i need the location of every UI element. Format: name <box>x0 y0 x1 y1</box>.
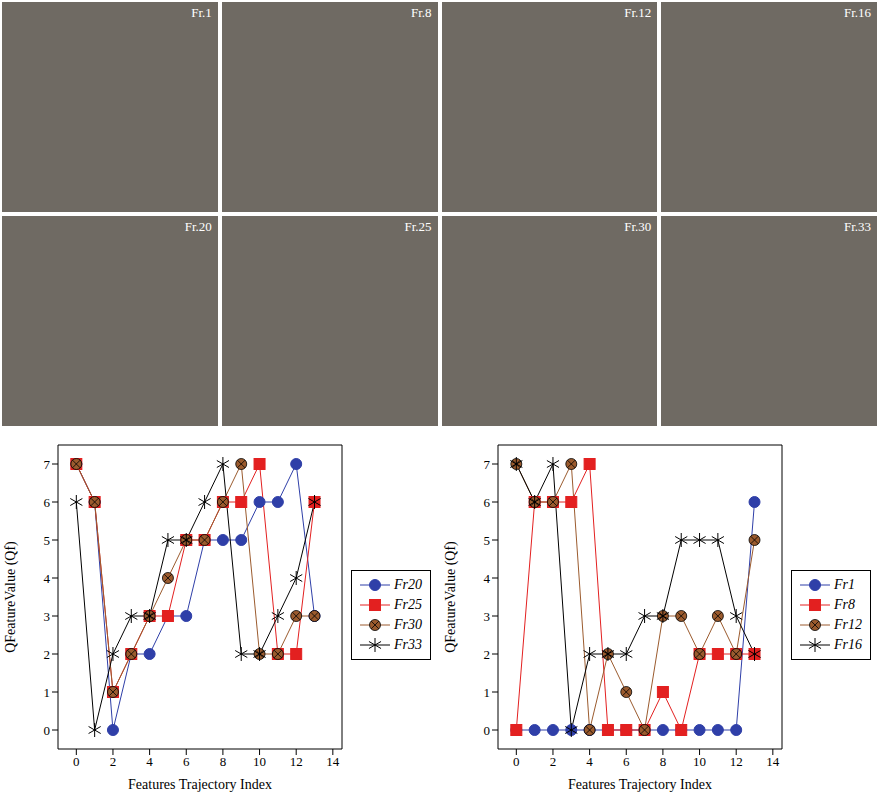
html-text:Fr25: Fr25 <box>394 597 422 612</box>
html-text:Fr.1: Fr.1 <box>191 5 212 20</box>
svg-text:1: 1 <box>44 685 51 700</box>
svg-text:1: 1 <box>484 685 491 700</box>
html-text:Fr30: Fr30 <box>394 617 422 632</box>
svg-text:12: 12 <box>730 754 743 769</box>
html-text:Fr16: Fr16 <box>834 637 862 652</box>
svg-text:4: 4 <box>484 571 491 586</box>
svg-text:4: 4 <box>586 754 593 769</box>
svg-text:3: 3 <box>484 609 491 624</box>
svg-text:8: 8 <box>220 754 227 769</box>
svg-text:12: 12 <box>290 754 303 769</box>
svg-text:8: 8 <box>660 754 667 769</box>
svg-text:2: 2 <box>550 754 557 769</box>
svg-text:7: 7 <box>44 457 51 472</box>
html-text:Fr.25: Fr.25 <box>404 219 432 234</box>
svg-text:0: 0 <box>513 754 520 769</box>
svg-text:Features Trajectory Index: Features Trajectory Index <box>568 777 712 792</box>
svg-text:7: 7 <box>484 457 491 472</box>
svg-text:4: 4 <box>146 754 153 769</box>
html-text:Fr1: Fr1 <box>834 577 855 592</box>
html-text:Fr.33: Fr.33 <box>843 219 871 234</box>
svg-text:0: 0 <box>73 754 80 769</box>
html-text:Fr.8: Fr.8 <box>410 5 432 20</box>
html-text:Fr12: Fr12 <box>834 617 862 632</box>
svg-text:10: 10 <box>693 754 706 769</box>
html-text:Fr.20: Fr.20 <box>184 219 212 234</box>
svg-text:0: 0 <box>484 723 491 738</box>
svg-text:0: 0 <box>44 723 51 738</box>
svg-text:14: 14 <box>326 754 340 769</box>
svg-text:QFeatureValue (Qf): QFeatureValue (Qf) <box>3 541 19 653</box>
svg-text:10: 10 <box>253 754 266 769</box>
html-text:Fr.16: Fr.16 <box>843 5 871 20</box>
svg-text:Features Trajectory Index: Features Trajectory Index <box>128 777 272 792</box>
svg-text:14: 14 <box>766 754 780 769</box>
svg-text:4: 4 <box>44 571 51 586</box>
svg-text:2: 2 <box>44 647 51 662</box>
html-text:Fr20: Fr20 <box>394 577 422 592</box>
svg-text:2: 2 <box>110 754 117 769</box>
svg-text:6: 6 <box>183 754 190 769</box>
svg-text:2: 2 <box>484 647 491 662</box>
svg-text:6: 6 <box>623 754 630 769</box>
html-text:Fr.30: Fr.30 <box>624 219 652 234</box>
html-text:Fr33: Fr33 <box>394 637 422 652</box>
svg-text:5: 5 <box>44 533 51 548</box>
svg-text:6: 6 <box>484 495 491 510</box>
html-text:Fr8: Fr8 <box>834 597 855 612</box>
html-text:Fr.12: Fr.12 <box>624 5 652 20</box>
svg-text:QFeatureValue (Qf): QFeatureValue (Qf) <box>443 541 459 653</box>
svg-text:3: 3 <box>44 609 51 624</box>
svg-text:5: 5 <box>484 533 491 548</box>
svg-text:6: 6 <box>44 495 51 510</box>
